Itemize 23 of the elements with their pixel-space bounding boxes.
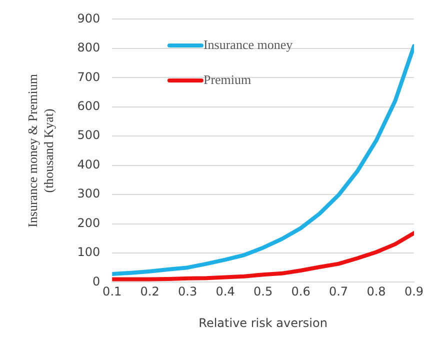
x-tick-label: 0.5	[254, 284, 273, 299]
legend-label: Insurance money	[203, 36, 294, 52]
x-tick-label: 0.4	[216, 284, 235, 299]
y-tick-label: 200	[77, 216, 100, 230]
y-tick-label: 800	[77, 40, 100, 55]
legend-label: Premium	[203, 72, 252, 87]
y-tick-label: 0	[92, 274, 100, 288]
x-tick-label: 0.3	[178, 284, 198, 299]
y-tick-label: 700	[77, 70, 100, 84]
x-tick-label: 0.2	[140, 284, 160, 299]
y-tick-label: 900	[77, 11, 100, 26]
x-tick-label: 0.7	[328, 284, 348, 299]
y-tick-label: 400	[77, 157, 100, 172]
y-axis-title: Insurance money & Premium (thousand Kyat)	[25, 74, 56, 228]
x-tick-label: 0.8	[366, 284, 386, 299]
y-tick-label: 100	[77, 245, 100, 260]
y-tick-label: 300	[77, 186, 100, 201]
x-tick-label: 0.6	[291, 284, 310, 299]
y-tick-label: 500	[77, 128, 100, 142]
x-axis-title: Relative risk aversion	[198, 316, 328, 330]
x-tick-label: 0.1	[102, 284, 122, 299]
x-tick-label: 0.9	[404, 284, 424, 299]
y-tick-label: 600	[77, 98, 100, 113]
